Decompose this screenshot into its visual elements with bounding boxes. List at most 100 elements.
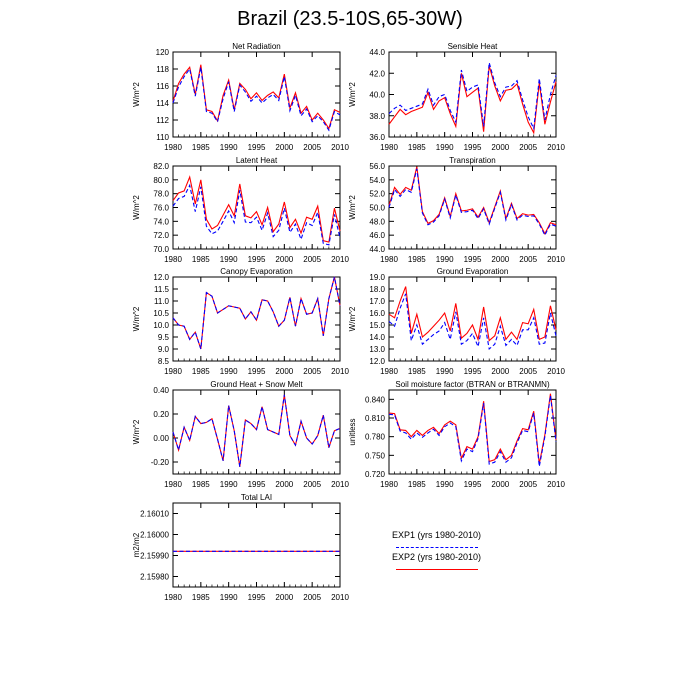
series-exp1-line <box>388 62 557 131</box>
x-tick-label: 2005 <box>303 143 321 152</box>
x-tick-label: 1990 <box>436 480 454 489</box>
y-tick-label: 18.0 <box>369 285 385 294</box>
y-tick-label: 0.720 <box>365 470 386 479</box>
y-tick-label: 36.0 <box>369 133 385 142</box>
x-tick-label: 2005 <box>303 593 321 602</box>
y-tick-label: 0.20 <box>153 410 169 419</box>
y-tick-label: 38.0 <box>369 112 385 121</box>
x-tick-label: 1990 <box>220 593 238 602</box>
y-axis-label: W/m^2 <box>348 82 357 107</box>
x-tick-label: 1995 <box>464 367 482 376</box>
y-tick-label: 116 <box>156 82 169 91</box>
panel-3: 1980 1985 1990 1995 2000 2005 2010 70.0 72.0 74.0… <box>132 156 349 264</box>
y-tick-label: 12.0 <box>153 273 169 282</box>
panel-8: 1980 1985 1990 1995 2000 2005 2010 0.720 0.750 0.… <box>348 380 565 489</box>
panel-frame <box>388 276 557 362</box>
y-axis-label: W/m^2 <box>132 82 141 107</box>
y-tick-label: 9.0 <box>158 345 170 354</box>
series-exp1-line <box>388 395 557 467</box>
legend-exp1-swatch <box>396 547 478 548</box>
y-tick-label: 114 <box>156 99 169 108</box>
y-tick-label: 74.0 <box>153 217 169 226</box>
x-tick-label: 2010 <box>547 255 565 264</box>
y-tick-label: 0.00 <box>153 434 169 443</box>
x-tick-label: 1990 <box>436 367 454 376</box>
x-tick-label: 2005 <box>519 367 537 376</box>
y-tick-label: 118 <box>156 65 169 74</box>
series-exp2-line <box>388 286 557 342</box>
series-exp1-line <box>388 168 557 237</box>
legend-exp1-label: EXP1 (yrs 1980-2010) <box>392 530 482 540</box>
y-tick-label: 40.0 <box>369 91 385 100</box>
y-tick-label: 72.0 <box>153 231 169 240</box>
panel-title: Soil moisture factor (BTRAN or BTRANMN) <box>395 380 550 389</box>
y-tick-label: 52.0 <box>369 190 385 199</box>
y-tick-label: 14.0 <box>369 333 385 342</box>
y-tick-label: 11.0 <box>154 297 170 306</box>
series-exp1-line <box>172 276 341 350</box>
x-tick-label: 1980 <box>380 480 398 489</box>
y-tick-label: -0.20 <box>151 458 170 467</box>
y-axis-label: W/m^2 <box>132 419 141 444</box>
panel-6: 1980 1985 1990 1995 2000 2005 2010 12.0 13.0 14.0… <box>348 267 565 376</box>
y-tick-label: 10.0 <box>153 321 169 330</box>
y-tick-label: 17.0 <box>369 297 385 306</box>
x-tick-label: 2005 <box>303 255 321 264</box>
panel-title: Ground Heat + Snow Melt <box>210 380 303 389</box>
x-tick-label: 1990 <box>220 255 238 264</box>
x-tick-label: 1995 <box>248 593 266 602</box>
y-tick-label: 9.5 <box>158 333 170 342</box>
x-tick-label: 1990 <box>436 143 454 152</box>
y-tick-label: 8.5 <box>158 357 170 366</box>
panel-4: 1980 1985 1990 1995 2000 2005 2010 44.0 46.0 48.0… <box>348 156 565 264</box>
x-tick-label: 1980 <box>164 143 182 152</box>
panel-2: 1980 1985 1990 1995 2000 2005 2010 36.0 38.0 40.0… <box>348 42 565 152</box>
x-tick-label: 2005 <box>303 480 321 489</box>
x-tick-label: 1985 <box>192 143 210 152</box>
y-tick-label: 10.5 <box>153 309 169 318</box>
x-tick-label: 1985 <box>408 255 426 264</box>
panel-title: Total LAI <box>241 493 272 502</box>
panel-frame <box>172 51 341 138</box>
y-axis-label: unitless <box>348 418 357 445</box>
y-tick-label: 46.0 <box>369 231 385 240</box>
y-tick-label: 42.0 <box>369 69 385 78</box>
x-tick-label: 2010 <box>331 593 349 602</box>
series-exp1-line <box>172 394 341 467</box>
panel-frame <box>388 51 557 138</box>
y-tick-label: 2.15980 <box>140 573 169 582</box>
panel-title: Ground Evaporation <box>437 267 509 276</box>
x-tick-label: 2000 <box>491 143 509 152</box>
y-tick-label: 80.0 <box>153 176 169 185</box>
series-exp1-line <box>172 183 341 246</box>
page-title: Brazil (23.5-10S,65-30W) <box>237 8 463 30</box>
y-tick-label: 13.0 <box>369 345 385 354</box>
x-tick-label: 1990 <box>220 480 238 489</box>
x-tick-label: 1985 <box>192 367 210 376</box>
y-tick-label: 120 <box>156 48 170 57</box>
panel-5: 1980 1985 1990 1995 2000 2005 2010 8.5 9.0 9.5 10.… <box>132 267 349 376</box>
panel-title: Sensible Heat <box>448 42 499 51</box>
x-tick-label: 1990 <box>436 255 454 264</box>
y-tick-label: 44.0 <box>369 245 385 254</box>
series-exp2-line <box>388 393 557 465</box>
y-tick-label: 2.16010 <box>140 510 169 519</box>
x-tick-label: 2005 <box>519 480 537 489</box>
x-tick-label: 2010 <box>547 143 565 152</box>
x-tick-label: 1995 <box>248 367 266 376</box>
series-exp1-line <box>388 293 557 351</box>
x-tick-label: 2010 <box>547 480 565 489</box>
y-axis-label: m2/m2 <box>132 532 141 557</box>
y-tick-label: 15.0 <box>369 321 385 330</box>
x-tick-label: 1995 <box>464 255 482 264</box>
y-tick-label: 70.0 <box>153 245 169 254</box>
x-tick-label: 1985 <box>192 255 210 264</box>
panel-9: 1980 1985 1990 1995 2000 2005 2010 2.15980 2.159… <box>132 493 349 602</box>
y-axis-label: W/m^2 <box>132 195 141 220</box>
y-tick-label: 44.0 <box>369 48 385 57</box>
x-tick-label: 1980 <box>164 480 182 489</box>
x-tick-label: 1990 <box>220 367 238 376</box>
panel-title: Canopy Evaporation <box>220 267 293 276</box>
x-tick-label: 2010 <box>331 255 349 264</box>
x-tick-label: 2000 <box>275 255 293 264</box>
